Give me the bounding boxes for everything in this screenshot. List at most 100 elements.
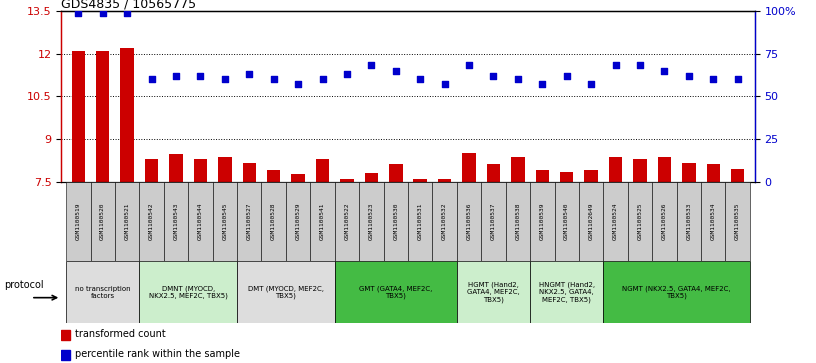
Text: GSM1100545: GSM1100545 [222, 203, 228, 240]
Bar [603, 261, 750, 323]
Point [658, 68, 671, 73]
Text: GSM1100521: GSM1100521 [125, 203, 130, 240]
Point [682, 73, 695, 79]
Text: GSM1100538: GSM1100538 [516, 203, 521, 240]
Text: GSM1102649: GSM1102649 [588, 203, 594, 240]
Point [96, 10, 109, 16]
Bar [66, 182, 91, 261]
Text: protocol: protocol [4, 280, 44, 290]
Text: DMT (MYOCD, MEF2C,
TBX5): DMT (MYOCD, MEF2C, TBX5) [248, 285, 324, 299]
Point [536, 81, 549, 87]
Point [633, 62, 646, 68]
Text: GSM1100540: GSM1100540 [564, 203, 570, 240]
Point [731, 76, 744, 82]
Text: GSM1100524: GSM1100524 [613, 203, 618, 240]
Text: percentile rank within the sample: percentile rank within the sample [75, 349, 240, 359]
Bar [609, 157, 623, 182]
Bar [61, 330, 70, 340]
Bar [169, 155, 183, 182]
Text: GSM1100530: GSM1100530 [393, 203, 398, 240]
Text: GSM1100525: GSM1100525 [637, 203, 642, 240]
Bar [511, 157, 525, 182]
Bar [676, 182, 701, 261]
Text: HNGMT (Hand2,
NKX2.5, GATA4,
MEF2C, TBX5): HNGMT (Hand2, NKX2.5, GATA4, MEF2C, TBX5… [539, 282, 595, 303]
Point [72, 10, 85, 16]
Point [365, 62, 378, 68]
Point [609, 62, 622, 68]
Bar [96, 51, 109, 182]
Bar [530, 261, 603, 323]
Bar [365, 173, 378, 182]
Text: GSM1100523: GSM1100523 [369, 203, 374, 240]
Bar [457, 182, 481, 261]
Bar [389, 164, 402, 182]
Bar [188, 182, 213, 261]
Bar [701, 182, 725, 261]
Point [145, 76, 158, 82]
Text: GSM1100532: GSM1100532 [442, 203, 447, 240]
Bar [438, 179, 451, 182]
Bar [707, 164, 720, 182]
Bar [359, 182, 384, 261]
Text: GSM1100522: GSM1100522 [344, 203, 349, 240]
Bar [579, 182, 603, 261]
Bar [335, 261, 457, 323]
Bar [237, 261, 335, 323]
Text: GSM1100534: GSM1100534 [711, 203, 716, 240]
Bar [140, 261, 237, 323]
Text: GSM1100535: GSM1100535 [735, 203, 740, 240]
Bar [115, 182, 140, 261]
Text: GSM1100536: GSM1100536 [467, 203, 472, 240]
Bar [193, 159, 207, 182]
Text: no transcription
factors: no transcription factors [75, 286, 131, 299]
Point [487, 73, 500, 79]
Text: GSM1100520: GSM1100520 [100, 203, 105, 240]
Text: GSM1100519: GSM1100519 [76, 203, 81, 240]
Bar [286, 182, 310, 261]
Point [584, 81, 597, 87]
Bar [628, 182, 652, 261]
Point [707, 76, 720, 82]
Bar [242, 163, 256, 182]
Bar [164, 182, 188, 261]
Bar [506, 182, 530, 261]
Bar [535, 170, 549, 182]
Text: GSM1100529: GSM1100529 [295, 203, 300, 240]
Bar [530, 182, 555, 261]
Point [414, 76, 427, 82]
Point [242, 71, 255, 77]
Bar [316, 159, 329, 182]
Point [316, 76, 329, 82]
Text: NGMT (NKX2.5, GATA4, MEF2C,
TBX5): NGMT (NKX2.5, GATA4, MEF2C, TBX5) [623, 285, 731, 299]
Point [194, 73, 207, 79]
Text: GMT (GATA4, MEF2C,
TBX5): GMT (GATA4, MEF2C, TBX5) [359, 285, 432, 299]
Point [121, 10, 134, 16]
Bar [72, 51, 85, 182]
Bar [457, 261, 530, 323]
Text: DMNT (MYOCD,
NKX2.5, MEF2C, TBX5): DMNT (MYOCD, NKX2.5, MEF2C, TBX5) [149, 285, 228, 299]
Bar [555, 182, 579, 261]
Text: GSM1100526: GSM1100526 [662, 203, 667, 240]
Point [561, 73, 574, 79]
Bar [414, 179, 427, 182]
Bar [61, 350, 70, 360]
Text: GSM1100531: GSM1100531 [418, 203, 423, 240]
Bar [633, 159, 647, 182]
Bar [66, 261, 140, 323]
Point [438, 81, 451, 87]
Bar [218, 157, 232, 182]
Text: HGMT (Hand2,
GATA4, MEF2C,
TBX5): HGMT (Hand2, GATA4, MEF2C, TBX5) [467, 282, 520, 303]
Point [267, 76, 280, 82]
Bar [145, 159, 158, 182]
Text: GSM1100539: GSM1100539 [540, 203, 545, 240]
Bar [261, 182, 286, 261]
Bar [487, 164, 500, 182]
Point [389, 68, 402, 73]
Bar [682, 163, 695, 182]
Bar [725, 182, 750, 261]
Bar [310, 182, 335, 261]
Bar [481, 182, 506, 261]
Bar [335, 182, 359, 261]
Bar [140, 182, 164, 261]
Bar [432, 182, 457, 261]
